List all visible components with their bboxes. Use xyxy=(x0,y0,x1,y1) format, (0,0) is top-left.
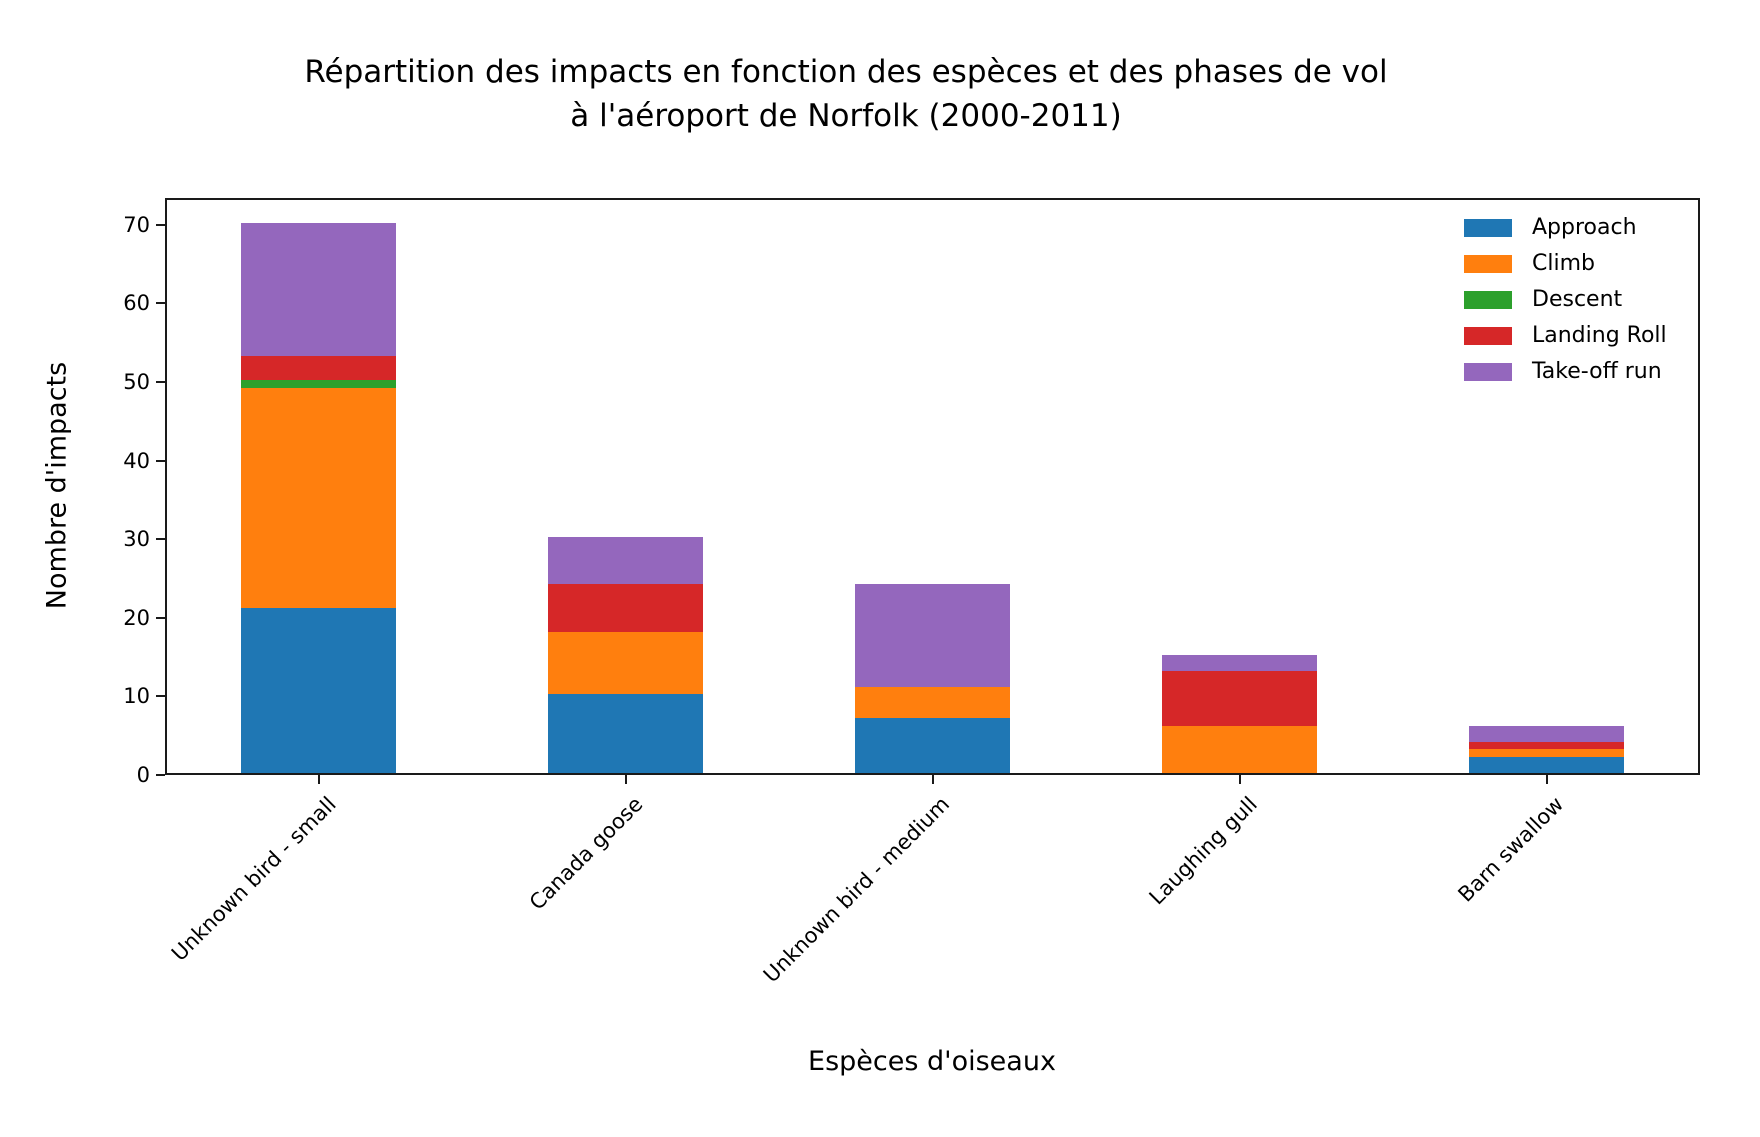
legend-row: Landing Roll xyxy=(1464,323,1667,348)
x-tick-label: Laughing gull xyxy=(1144,792,1262,910)
bar-segment-climb xyxy=(855,686,1010,718)
x-tick-mark xyxy=(1545,775,1548,784)
y-tick-label: 70 xyxy=(123,212,150,237)
y-tick-mark xyxy=(156,223,165,226)
x-tick-label: Unknown bird - medium xyxy=(759,792,955,988)
y-tick-mark xyxy=(156,695,165,698)
legend-swatch-icon xyxy=(1464,327,1512,345)
y-tick-mark xyxy=(156,380,165,383)
y-tick-label: 40 xyxy=(123,448,150,473)
bar-segment-landing-roll xyxy=(1162,670,1317,726)
x-tick-mark xyxy=(931,775,934,784)
x-tick-mark xyxy=(1238,775,1241,784)
bar-segment-landing-roll xyxy=(548,584,703,632)
x-tick-mark xyxy=(317,775,320,784)
legend-label: Take-off run xyxy=(1532,359,1662,384)
bar-segment-descent xyxy=(241,379,396,388)
bar-segment-take-off-run xyxy=(855,584,1010,687)
legend-label: Approach xyxy=(1532,215,1637,240)
legend-swatch-icon xyxy=(1464,219,1512,237)
y-tick-label: 20 xyxy=(123,605,150,630)
x-tick-mark xyxy=(624,775,627,784)
plot-area xyxy=(165,198,1700,775)
bar-segment-approach xyxy=(241,607,396,773)
legend-label: Climb xyxy=(1532,251,1595,276)
legend-label: Landing Roll xyxy=(1532,323,1667,348)
y-tick-label: 60 xyxy=(123,291,150,316)
legend-swatch-icon xyxy=(1464,255,1512,273)
legend-row: Approach xyxy=(1464,215,1667,240)
legend-swatch-icon xyxy=(1464,291,1512,309)
legend-row: Climb xyxy=(1464,251,1667,276)
x-tick-label: Unknown bird - small xyxy=(166,792,341,966)
chart-title: Répartition des impacts en fonction des … xyxy=(0,50,1692,138)
bar-segment-landing-roll xyxy=(241,356,396,380)
bar-segment-take-off-run xyxy=(1469,725,1624,742)
bar-segment-approach xyxy=(1469,757,1624,773)
y-tick-mark xyxy=(156,616,165,619)
bar-segment-climb xyxy=(1162,725,1317,773)
y-tick-label: 0 xyxy=(136,763,150,787)
bar-segment-climb xyxy=(1469,749,1624,758)
legend-label: Descent xyxy=(1532,287,1623,312)
bar-segment-approach xyxy=(855,717,1010,773)
legend-row: Take-off run xyxy=(1464,359,1667,384)
bar-segment-approach xyxy=(548,694,703,773)
y-tick-mark xyxy=(156,459,165,462)
bar-segment-climb xyxy=(241,387,396,608)
chart-title-line2: à l'aéroport de Norfolk (2000-2011) xyxy=(570,98,1122,135)
x-tick-label: Canada goose xyxy=(524,792,648,915)
bar-segment-take-off-run xyxy=(241,222,396,357)
bar-segment-landing-roll xyxy=(1469,741,1624,750)
x-axis-label: Espèces d'oiseaux xyxy=(808,1046,1056,1077)
y-tick-label: 10 xyxy=(123,684,150,709)
bar-segment-take-off-run xyxy=(548,537,703,585)
y-tick-mark xyxy=(156,302,165,305)
legend-row: Descent xyxy=(1464,287,1667,312)
y-tick-label: 50 xyxy=(123,369,150,394)
bar-segment-climb xyxy=(548,631,703,695)
legend-swatch-icon xyxy=(1464,363,1512,381)
x-tick-label: Barn swallow xyxy=(1453,792,1569,907)
y-tick-mark xyxy=(156,774,165,776)
y-tick-label: 30 xyxy=(123,527,150,552)
legend: Approach Climb Descent Landing Roll Take-off… xyxy=(1464,215,1667,399)
y-axis-label: Nombre d'impacts xyxy=(41,361,73,610)
chart-title-line1: Répartition des impacts en fonction des … xyxy=(304,54,1388,90)
bar-segment-take-off-run xyxy=(1162,655,1317,671)
y-tick-mark xyxy=(156,538,165,541)
